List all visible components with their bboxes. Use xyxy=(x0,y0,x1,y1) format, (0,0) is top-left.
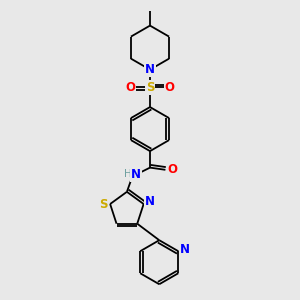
Text: N: N xyxy=(145,195,155,208)
Text: H: H xyxy=(124,169,132,179)
Text: O: O xyxy=(125,81,135,94)
Text: O: O xyxy=(167,163,177,176)
Text: N: N xyxy=(145,63,155,76)
Text: O: O xyxy=(165,81,175,94)
Text: S: S xyxy=(146,81,154,94)
Text: N: N xyxy=(131,168,141,181)
Text: N: N xyxy=(180,242,190,256)
Text: S: S xyxy=(99,197,108,211)
